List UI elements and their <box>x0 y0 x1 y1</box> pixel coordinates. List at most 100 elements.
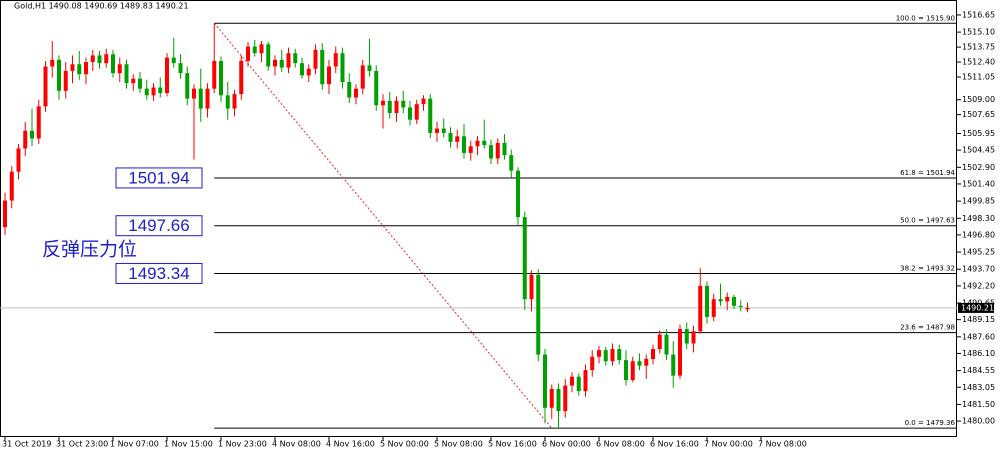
candle-body <box>468 146 473 153</box>
x-tick-label: 4 Nov 08:00 <box>272 440 321 449</box>
price-box-label: 1493.34 <box>128 264 189 283</box>
y-tick-label: 1495.25 <box>962 248 995 257</box>
x-tick-label: 1 Nov 23:00 <box>218 440 267 449</box>
y-tick-label: 1489.15 <box>962 315 995 324</box>
candle-body <box>435 128 439 133</box>
candle-body <box>441 128 446 133</box>
candle-body <box>583 370 588 392</box>
candle-body <box>23 130 28 149</box>
candle-body <box>414 104 419 120</box>
y-tick-label: 1484.55 <box>962 366 995 375</box>
candle-body <box>36 106 41 139</box>
candle-body <box>576 376 581 392</box>
candle-body <box>516 170 520 218</box>
x-tick-label: 4 Nov 16:00 <box>326 440 375 449</box>
candle-body <box>232 94 237 109</box>
fib-label: 38.2 = 1493.32 <box>900 264 955 272</box>
candle-body <box>239 60 244 95</box>
candle-body <box>556 388 561 412</box>
candle-body <box>347 81 352 98</box>
candle-body <box>151 87 156 96</box>
candle-body <box>455 136 460 142</box>
candle-body <box>475 140 480 147</box>
candle-body <box>300 63 304 76</box>
candle-body <box>360 65 365 89</box>
fib-label: 61.8 = 1501.94 <box>900 169 955 177</box>
candle-body <box>448 132 453 142</box>
price-box <box>115 167 203 189</box>
candle-body <box>30 130 34 139</box>
x-tick-label: 1 Nov 07:00 <box>110 440 159 449</box>
price-box <box>115 262 203 284</box>
y-tick-label: 1516.65 <box>962 10 995 19</box>
fib-label: 23.6 = 1487.98 <box>900 324 955 332</box>
candle-body <box>617 349 622 361</box>
fib-label: 50.0 = 1497.63 <box>900 217 955 225</box>
candle-body <box>651 349 655 359</box>
candle-body <box>178 63 183 74</box>
y-tick-label: 1486.10 <box>962 349 995 358</box>
x-tick-label: 5 Nov 08:00 <box>434 440 483 449</box>
candle-body <box>698 285 703 332</box>
y-tick-label: 1505.95 <box>962 129 995 138</box>
candle-body <box>732 296 736 306</box>
candle-body <box>421 98 426 105</box>
candle-body <box>50 59 55 67</box>
candle-body <box>185 73 190 99</box>
candle-body <box>97 55 102 64</box>
candle-body <box>225 95 230 109</box>
candle-body <box>684 329 689 344</box>
y-tick-label: 1515.10 <box>962 28 995 37</box>
candle-body <box>77 64 82 75</box>
candle-body <box>401 100 406 108</box>
y-tick-label: 1513.75 <box>962 43 995 52</box>
candle-body <box>131 78 136 84</box>
candle-body <box>333 53 338 67</box>
candle-body <box>570 376 574 386</box>
candle-body <box>597 350 601 357</box>
candle-body <box>711 299 716 317</box>
candle-body <box>124 64 129 84</box>
candle-body <box>657 334 662 350</box>
candle-body <box>705 285 709 317</box>
candle-body <box>394 100 399 114</box>
candle-body <box>63 70 68 91</box>
candle-body <box>117 64 122 74</box>
y-tick-label: 1507.65 <box>962 110 995 119</box>
y-tick-label: 1499.85 <box>962 197 995 206</box>
candle-body <box>306 68 311 76</box>
candle-body <box>603 350 608 362</box>
candle-body <box>738 305 743 307</box>
candle-body <box>259 44 264 54</box>
candle-body <box>57 59 61 91</box>
candle-body <box>279 59 284 68</box>
candle-body <box>313 49 318 69</box>
x-tick-label: 31 Oct 23:00 <box>56 440 108 449</box>
plot-frame <box>0 0 957 437</box>
candle-body <box>644 358 649 366</box>
candle-body <box>408 107 412 120</box>
candle-body <box>266 44 271 67</box>
candle-body <box>43 66 48 107</box>
y-tick-label: 1483.05 <box>962 383 995 392</box>
candle-body <box>610 349 615 362</box>
candle-body <box>70 64 75 71</box>
y-tick-label: 1511.05 <box>962 73 995 82</box>
candle-body <box>387 100 392 114</box>
candle-body <box>192 88 196 99</box>
candle-body <box>16 148 21 172</box>
candle-body <box>428 98 433 133</box>
candle-body <box>340 53 345 82</box>
candle-body <box>495 142 500 159</box>
candle-body <box>219 60 223 96</box>
annotation: 反弹压力位 <box>42 239 137 261</box>
candle-body <box>590 356 595 371</box>
candle-body <box>104 54 109 64</box>
candle-body <box>671 354 676 376</box>
candle-body <box>691 331 696 344</box>
candle-body <box>745 307 750 310</box>
candle-body <box>529 274 534 300</box>
candle-body <box>293 53 298 64</box>
candle-body <box>144 88 149 96</box>
candle-body <box>165 57 169 94</box>
